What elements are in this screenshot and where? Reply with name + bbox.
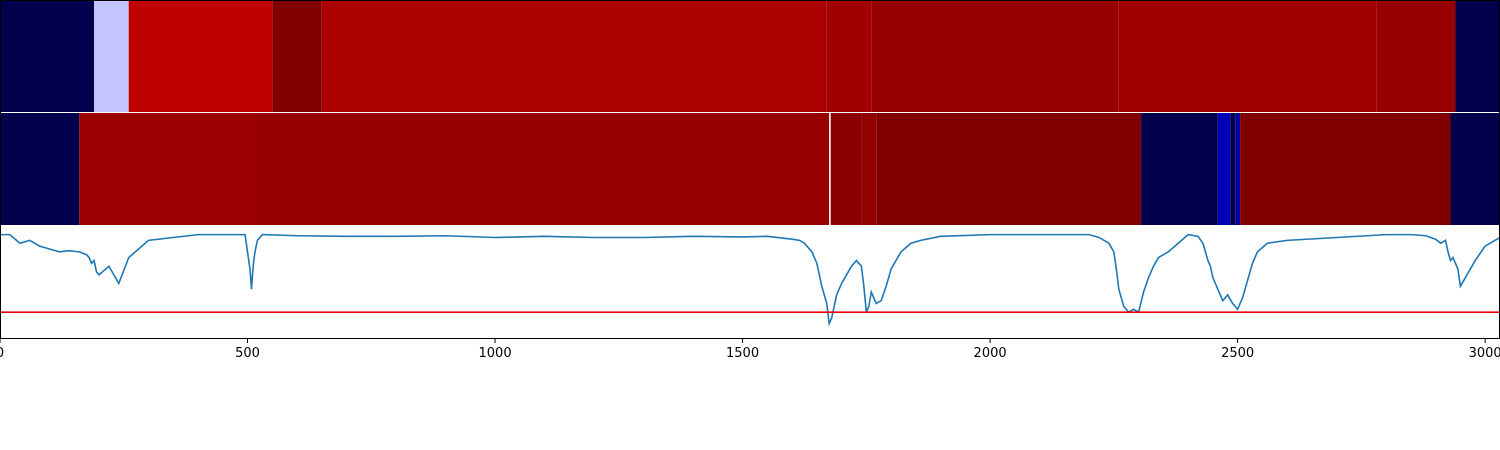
heatmap-segment (1450, 113, 1500, 225)
heatmap-segment (1230, 113, 1236, 225)
heatmap-row-top (0, 1, 1500, 112)
line-panel (0, 233, 1500, 327)
heatmap-row-middle (0, 113, 1500, 225)
heatmap-segment (252, 113, 830, 225)
heatmap-segment (0, 113, 80, 225)
signal-line (0, 233, 1500, 327)
heatmap-segment (871, 1, 1119, 112)
x-axis-ticks: 0 500 1000 1500 2000 2500 3000 (0, 338, 1500, 361)
x-tick-label: 0 (0, 346, 4, 361)
heatmap-segment (1217, 113, 1231, 225)
x-tick-label: 1500 (726, 346, 759, 361)
x-tick-label: 2500 (1221, 346, 1254, 361)
heatmap-segment (1118, 1, 1377, 112)
heatmap-segment (861, 113, 877, 225)
heatmap-segment (79, 113, 253, 225)
heatmap-segment (829, 113, 831, 225)
heatmap-segment (94, 1, 129, 112)
heatmap-segment (1455, 1, 1500, 112)
x-tick-label: 2000 (974, 346, 1007, 361)
heatmap-segment (830, 113, 862, 225)
x-tick-label: 3000 (1469, 346, 1500, 361)
heatmap-segment (1240, 113, 1451, 225)
heatmap-segment (321, 1, 827, 112)
heatmap-segment (272, 1, 322, 112)
heatmap-segment (876, 113, 1142, 225)
x-tick-label: 1000 (479, 346, 512, 361)
x-tick-label: 500 (235, 346, 260, 361)
heatmap-segment (0, 1, 95, 112)
heatmap-segment (1235, 113, 1241, 225)
heatmap-segment (1141, 113, 1218, 225)
heatmap-segment (128, 1, 273, 112)
heatmap-segment (1376, 1, 1456, 112)
heatmap-segment (826, 1, 872, 112)
